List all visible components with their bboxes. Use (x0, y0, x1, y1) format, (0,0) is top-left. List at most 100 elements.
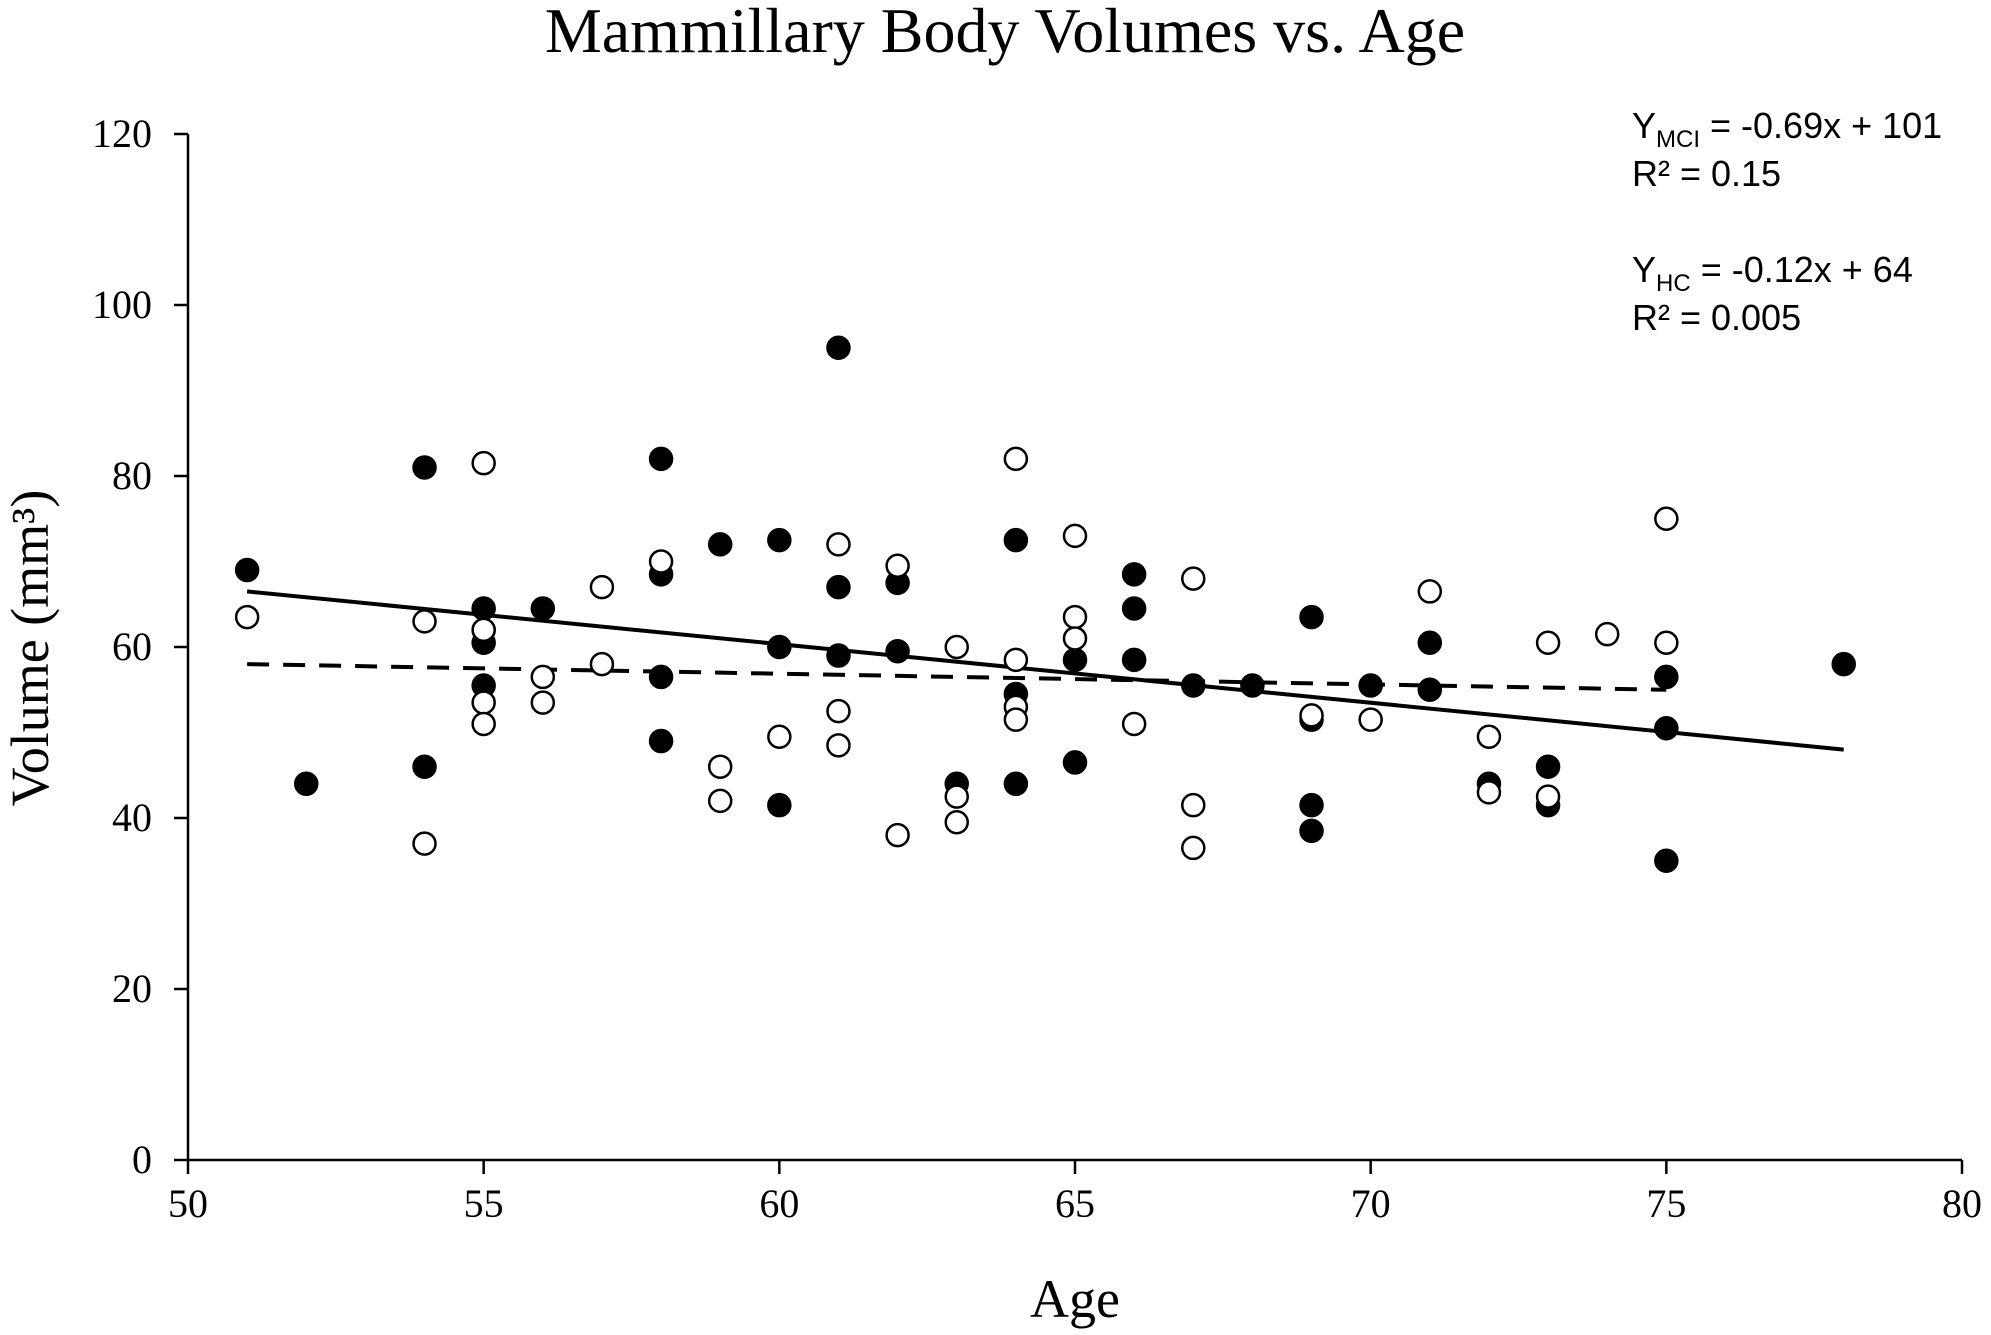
hc-data-point (1654, 506, 1679, 531)
y-tick-label: 120 (92, 111, 152, 156)
mci-data-point (1299, 792, 1324, 818)
mci-data-point (234, 557, 260, 583)
mci-equation-subscript: MCI (1656, 126, 1700, 153)
x-tick-label: 65 (1055, 1181, 1095, 1226)
y-ticks: 0 20 40 60 80 100 120 (92, 111, 188, 1182)
mci-data-point (1062, 647, 1088, 673)
hc-data-point (412, 609, 437, 634)
mci-data-point (767, 634, 792, 660)
hc-data-point (1654, 630, 1679, 655)
hc-data-point (944, 634, 969, 660)
hc-data-point (885, 822, 910, 848)
mci-data-point (1535, 754, 1561, 779)
mci-regression-annotation: YMCI = -0.69x + 101 R² = 0.15 (1632, 105, 1942, 194)
mci-data-point (1831, 651, 1856, 677)
mci-data-point (412, 455, 437, 480)
mci-data-point (1062, 750, 1088, 775)
hc-data-point (1003, 446, 1029, 472)
mci-data-point (1121, 596, 1147, 621)
trendlines (246, 589, 1844, 752)
hc-equation: YHC = -0.12x + 64 (1632, 249, 1913, 297)
mci-data-point (648, 664, 674, 690)
mci-data-point (1358, 673, 1383, 698)
hc-data-point (471, 711, 496, 737)
mci-data-point (1121, 562, 1147, 587)
mci-data-point (826, 335, 851, 360)
y-tick-label: 100 (92, 282, 152, 327)
mci-equation-prefix: Y (1632, 105, 1656, 146)
mci-data-point (1003, 771, 1029, 797)
x-axis-title: Age (1030, 1269, 1120, 1329)
mci-data-point (885, 639, 910, 664)
x-tick-label: 75 (1646, 1181, 1686, 1226)
hc-data-point (471, 690, 496, 715)
hc-data-point (1181, 835, 1206, 861)
mci-data-point (1299, 604, 1324, 630)
mci-data-point (767, 527, 792, 553)
hc-data-point (234, 604, 260, 630)
x-ticks: 50 55 60 65 70 75 80 (168, 1160, 1982, 1226)
y-tick-label: 40 (112, 795, 152, 840)
hc-equation-prefix: Y (1632, 249, 1656, 290)
mci-data-point (648, 446, 674, 472)
mci-data-point (1654, 715, 1679, 741)
hc-data-point (1476, 724, 1502, 750)
mci-data-point (1299, 818, 1324, 844)
hc-data-point (1594, 621, 1620, 647)
hc-data-point (707, 788, 733, 814)
hc-data-point (1003, 647, 1029, 673)
hc-data-point (530, 690, 556, 715)
mci-r-squared: R² = 0.15 (1632, 153, 1781, 194)
hc-data-point (1476, 780, 1502, 805)
x-tick-label: 60 (759, 1181, 799, 1226)
mci-data-point (412, 754, 437, 779)
hc-data-point (1535, 784, 1561, 809)
mci-data-point (1181, 673, 1206, 698)
hc-data-point (1299, 703, 1324, 728)
mci-data-point (294, 771, 319, 797)
mci-data-point (1654, 848, 1679, 873)
mci-data-point (1417, 630, 1443, 655)
hc-data-point (412, 831, 437, 856)
hc-data-point (471, 450, 496, 476)
mci-data-point (1240, 673, 1265, 698)
mci-data-point (826, 574, 851, 600)
mci-data-point (1417, 677, 1443, 702)
hc-data-point (589, 574, 615, 600)
hc-data-point (826, 698, 851, 724)
hc-equation-subscript: HC (1656, 270, 1691, 297)
hc-data-point (1121, 711, 1147, 737)
hc-data-point (1358, 707, 1383, 732)
y-tick-label: 80 (112, 453, 152, 498)
hc-data-point (471, 617, 496, 643)
hc-data-point (944, 810, 969, 835)
hc-r-squared: R² = 0.005 (1632, 297, 1801, 338)
mci-data-point (767, 792, 792, 818)
mci-data-point (648, 728, 674, 754)
mci-equation-formula: = -0.69x + 101 (1700, 105, 1942, 146)
hc-data-point (826, 733, 851, 758)
y-axis-title: Volume (mm³) (0, 490, 60, 807)
hc-data-point (767, 724, 792, 750)
mci-trendline (246, 589, 1844, 752)
hc-data-point (707, 754, 733, 779)
hc-data-point (944, 784, 969, 809)
hc-data-point (589, 651, 615, 677)
y-tick-label: 0 (132, 1137, 152, 1182)
y-tick-label: 60 (112, 624, 152, 669)
x-tick-label: 55 (464, 1181, 504, 1226)
x-tick-label: 80 (1942, 1181, 1982, 1226)
hc-data-point (1062, 523, 1088, 549)
mci-data-point (471, 596, 496, 621)
hc-data-point (1417, 579, 1443, 604)
hc-regression-annotation: YHC = -0.12x + 64 R² = 0.005 (1632, 249, 1913, 338)
mci-data-point (707, 532, 733, 557)
mci-data-point (1654, 664, 1679, 690)
hc-data-point (1062, 626, 1088, 651)
hc-data-point (648, 549, 674, 574)
hc-equation-formula: = -0.12x + 64 (1691, 249, 1913, 290)
mci-equation: YMCI = -0.69x + 101 (1632, 105, 1942, 153)
data-points (234, 335, 1856, 873)
hc-data-point (1181, 566, 1206, 591)
